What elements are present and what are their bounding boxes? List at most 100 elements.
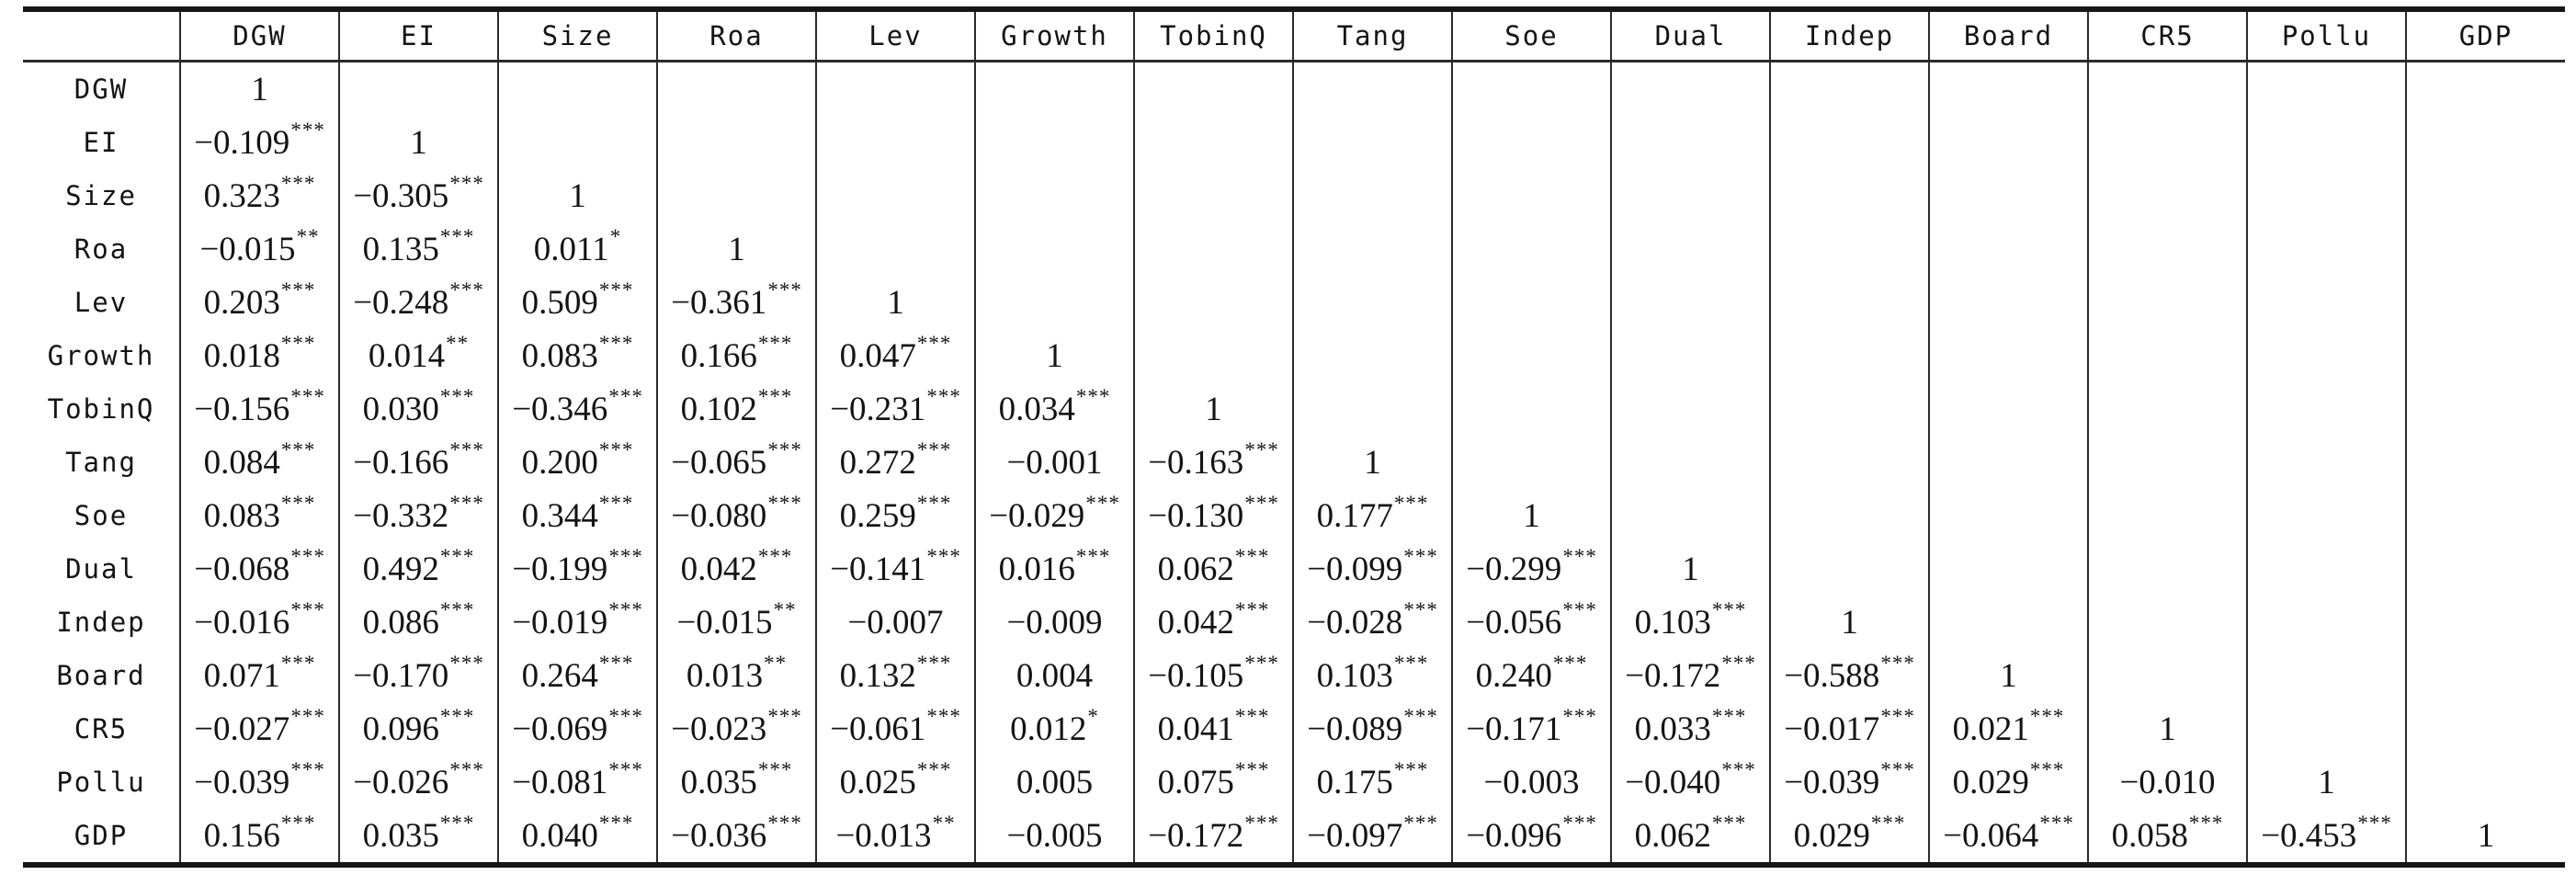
correlation-cell-size-cr5 xyxy=(2087,169,2247,222)
correlation-cell-pollu-indep: −0.039*** xyxy=(1769,755,1929,809)
table-row-lev: Lev 0.203*** −0.248*** 0.509*** −0.361*** 1 xyxy=(23,276,2565,329)
significance-stars: *** xyxy=(767,278,802,301)
correlation-cell-dgw-indep xyxy=(1769,61,1929,116)
row-label-growth: Growth xyxy=(47,340,155,371)
correlation-cell-gdp-ei: 0.035*** xyxy=(338,809,498,865)
significance-stars: *** xyxy=(1870,811,1906,835)
correlation-cell-lev-soe xyxy=(1451,276,1611,329)
correlation-cell-tang-tang: 1 xyxy=(1292,436,1452,489)
correlation-cell-roa-gdp xyxy=(2405,222,2565,276)
significance-stars: *** xyxy=(2188,811,2224,835)
correlation-cell-roa-tobinq xyxy=(1133,222,1293,276)
significance-stars: *** xyxy=(598,437,634,461)
correlation-cell-dgw-gdp xyxy=(2405,61,2565,116)
correlation-cell-ei-growth xyxy=(974,116,1134,169)
correlation-cell-indep-ei: 0.086*** xyxy=(338,596,498,649)
column-header-size: Size xyxy=(497,9,657,62)
significance-stars: *** xyxy=(280,491,316,515)
correlation-cell-soe-tang: 0.177*** xyxy=(1292,489,1452,542)
significance-stars: *** xyxy=(608,597,643,621)
column-header-tang: Tang xyxy=(1292,9,1452,62)
correlation-cell-size-tang xyxy=(1292,169,1452,222)
correlation-cell-dual-cr5 xyxy=(2087,542,2247,596)
row-label-pollu: Pollu xyxy=(56,767,146,798)
correlation-cell-roa-indep xyxy=(1769,222,1929,276)
correlation-cell-tobinq-size: −0.346*** xyxy=(497,382,657,436)
correlation-cell-tang-dual xyxy=(1610,436,1770,489)
correlation-cell-dgw-cr5 xyxy=(2087,61,2247,116)
correlation-cell-size-tobinq xyxy=(1133,169,1293,222)
correlation-cell-size-roa xyxy=(656,169,816,222)
correlation-cell-tang-soe xyxy=(1451,436,1611,489)
significance-stars: *** xyxy=(608,544,643,568)
correlation-cell-gdp-size: 0.040*** xyxy=(497,809,657,865)
correlation-cell-tobinq-dual xyxy=(1610,382,1770,436)
significance-stars: *** xyxy=(757,384,793,408)
row-label-board: Board xyxy=(56,660,146,691)
significance-stars: *** xyxy=(1562,597,1597,621)
correlation-cell-indep-roa: −0.015** xyxy=(656,596,816,649)
correlation-cell-indep-growth: −0.009 xyxy=(974,596,1134,649)
correlation-cell-tang-tobinq: −0.163*** xyxy=(1133,436,1293,489)
correlation-cell-tobinq-indep xyxy=(1769,382,1929,436)
correlation-cell-cr5-lev: −0.061*** xyxy=(815,702,975,755)
correlation-cell-board-dgw: 0.071*** xyxy=(179,649,339,702)
significance-stars: *** xyxy=(767,811,802,835)
correlation-cell-dgw-soe xyxy=(1451,61,1611,116)
correlation-cell-board-board: 1 xyxy=(1928,649,2088,702)
correlation-cell-lev-lev: 1 xyxy=(815,276,975,329)
correlation-cell-size-soe xyxy=(1451,169,1611,222)
correlation-cell-soe-roa: −0.080*** xyxy=(656,489,816,542)
significance-stars: * xyxy=(1087,704,1099,728)
correlation-cell-board-growth: 0.004 xyxy=(974,649,1134,702)
significance-stars: *** xyxy=(1562,704,1597,728)
table-body: DGW 1 EI −0.109*** 1 Size 0.323*** −0.305*** 1 Ro… xyxy=(23,61,2565,865)
correlation-cell-pollu-roa: 0.035*** xyxy=(656,755,816,809)
correlation-cell-roa-ei: 0.135*** xyxy=(338,222,498,276)
correlation-cell-board-cr5 xyxy=(2087,649,2247,702)
significance-stars: *** xyxy=(290,757,325,781)
significance-stars: *** xyxy=(1552,651,1588,675)
correlation-cell-dual-soe: −0.299*** xyxy=(1451,542,1611,596)
correlation-cell-board-gdp xyxy=(2405,649,2565,702)
correlation-cell-soe-soe: 1 xyxy=(1451,489,1611,542)
correlation-cell-gdp-tobinq: −0.172*** xyxy=(1133,809,1293,865)
correlation-cell-soe-dual xyxy=(1610,489,1770,542)
significance-stars: *** xyxy=(290,118,325,142)
table-row-roa: Roa −0.015** 0.135*** 0.011* 1 xyxy=(23,222,2565,276)
corner-cell xyxy=(23,9,180,62)
column-header-board: Board xyxy=(1928,9,2088,62)
correlation-cell-soe-pollu xyxy=(2246,489,2406,542)
column-header-gdp: GDP xyxy=(2405,9,2565,62)
correlation-cell-board-indep: −0.588*** xyxy=(1769,649,1929,702)
correlation-cell-growth-gdp xyxy=(2405,329,2565,382)
correlation-cell-tobinq-tang xyxy=(1292,382,1452,436)
correlation-table: DGW EI Size Roa Lev Growth TobinQ Tang Soe Dual In… xyxy=(23,6,2565,868)
correlation-cell-dual-pollu xyxy=(2246,542,2406,596)
significance-stars: *** xyxy=(598,331,634,355)
significance-stars: *** xyxy=(1403,704,1438,728)
correlation-cell-tang-ei: −0.166*** xyxy=(338,436,498,489)
significance-stars: *** xyxy=(1562,811,1597,835)
significance-stars: *** xyxy=(280,437,316,461)
correlation-cell-lev-size: 0.509*** xyxy=(497,276,657,329)
correlation-cell-roa-dual xyxy=(1610,222,1770,276)
correlation-cell-pollu-lev: 0.025*** xyxy=(815,755,975,809)
correlation-cell-size-board xyxy=(1928,169,2088,222)
correlation-cell-dual-size: −0.199*** xyxy=(497,542,657,596)
significance-stars: *** xyxy=(1403,597,1438,621)
significance-stars: *** xyxy=(926,384,961,408)
correlation-cell-dual-roa: 0.042*** xyxy=(656,542,816,596)
correlation-cell-soe-board xyxy=(1928,489,2088,542)
correlation-cell-roa-pollu xyxy=(2246,222,2406,276)
correlation-cell-growth-size: 0.083*** xyxy=(497,329,657,382)
correlation-cell-lev-indep xyxy=(1769,276,1929,329)
correlation-cell-gdp-tang: −0.097*** xyxy=(1292,809,1452,865)
correlation-cell-lev-ei: −0.248*** xyxy=(338,276,498,329)
correlation-cell-soe-dgw: 0.083*** xyxy=(179,489,339,542)
significance-stars: *** xyxy=(757,331,793,355)
correlation-cell-growth-soe xyxy=(1451,329,1611,382)
significance-stars: *** xyxy=(2357,811,2392,835)
correlation-cell-board-dual: −0.172*** xyxy=(1610,649,1770,702)
row-label-dual: Dual xyxy=(65,553,137,585)
